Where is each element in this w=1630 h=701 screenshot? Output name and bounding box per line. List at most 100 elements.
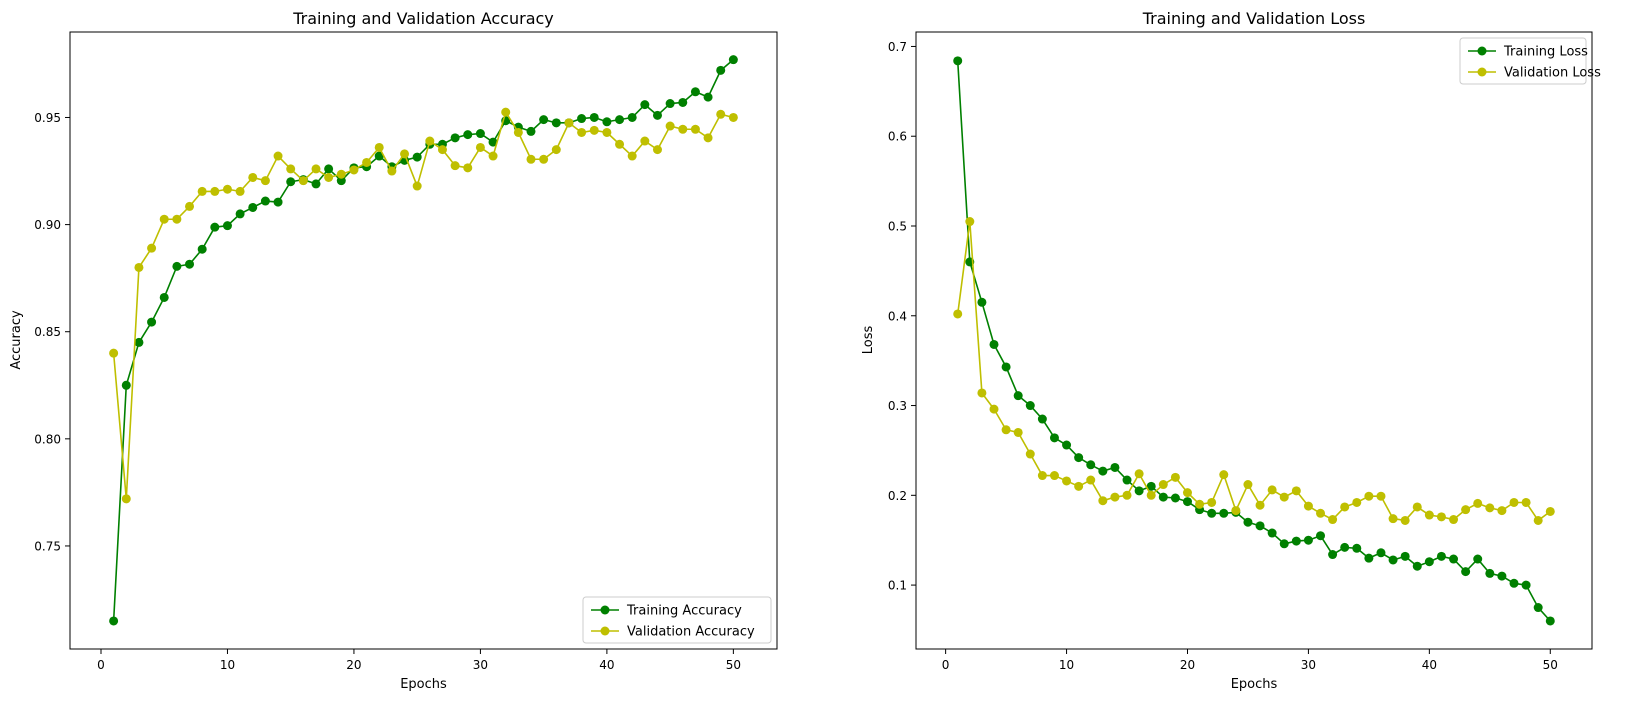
training-loss-point xyxy=(1364,553,1374,563)
validation-accuracy-point xyxy=(374,142,384,152)
training-loss-point xyxy=(1521,580,1531,590)
validation-loss-point xyxy=(1207,497,1217,507)
loss-chart-title: Training and Validation Loss xyxy=(1142,9,1366,28)
training-loss-point xyxy=(1279,539,1289,549)
validation-accuracy-point xyxy=(564,118,574,128)
training-accuracy-point xyxy=(311,179,321,189)
validation-accuracy-point xyxy=(387,166,397,176)
training-accuracy-point xyxy=(109,616,119,626)
validation-accuracy-point xyxy=(602,127,612,137)
training-loss-point xyxy=(989,339,999,349)
validation-accuracy-point xyxy=(437,145,447,155)
training-loss-point xyxy=(1509,578,1519,588)
validation-accuracy-point xyxy=(526,154,536,164)
validation-accuracy-point xyxy=(716,109,726,119)
loss-y-axis-label: Loss xyxy=(861,326,876,355)
legend-label-training-accuracy: Training Accuracy xyxy=(626,604,742,619)
legend-marker-training-loss xyxy=(1477,46,1487,56)
validation-accuracy-point xyxy=(362,157,372,167)
validation-loss-point xyxy=(1424,510,1434,520)
validation-accuracy-point xyxy=(627,151,637,161)
training-loss-point xyxy=(1207,508,1217,518)
validation-loss-point xyxy=(1255,500,1265,510)
training-accuracy-point xyxy=(526,126,536,136)
training-loss-point xyxy=(1424,557,1434,567)
training-accuracy-point xyxy=(488,137,498,147)
training-accuracy-point xyxy=(652,110,662,120)
validation-loss-point xyxy=(977,388,987,398)
validation-loss-point xyxy=(1110,492,1120,502)
validation-accuracy-point xyxy=(513,127,523,137)
training-accuracy-point xyxy=(374,151,384,161)
accuracy-plot-area xyxy=(70,32,777,649)
loss-y-ticks: 0.1 0.2 0.3 0.4 0.5 0.6 0.7 xyxy=(888,40,916,593)
loss-x-tick-label: 10 xyxy=(1059,658,1074,672)
training-accuracy-point xyxy=(412,152,422,162)
accuracy-legend-box xyxy=(582,596,772,644)
accuracy-x-tick-label: 50 xyxy=(726,658,741,672)
validation-accuracy-point xyxy=(298,176,308,186)
training-loss-point xyxy=(1001,362,1011,372)
training-accuracy-point xyxy=(260,196,270,206)
accuracy-x-tick-label: 20 xyxy=(346,658,361,672)
training-accuracy-point xyxy=(640,100,650,110)
validation-accuracy-point xyxy=(463,163,473,173)
validation-accuracy-point xyxy=(577,127,587,137)
validation-accuracy-point xyxy=(134,262,144,272)
validation-loss-point xyxy=(1473,498,1483,508)
loss-plot-frame xyxy=(915,31,1593,650)
training-loss-point xyxy=(1376,548,1386,558)
training-accuracy-point xyxy=(703,92,713,102)
training-loss-point xyxy=(1062,440,1072,450)
validation-loss-point xyxy=(1509,497,1519,507)
training-loss-point xyxy=(1388,555,1398,565)
legend-marker-training-accuracy xyxy=(600,605,610,615)
training-accuracy-point xyxy=(728,55,738,65)
validation-loss-point xyxy=(1001,425,1011,435)
training-loss-point xyxy=(977,297,987,307)
validation-loss-point xyxy=(1049,471,1059,481)
validation-accuracy-point xyxy=(336,169,346,179)
validation-loss-point xyxy=(1195,499,1205,509)
loss-panel: 0 10 20 30 40 50 0.1 0.2 0.3 0.4 0.5 0.6 0.7 Traini… xyxy=(861,9,1601,692)
training-loss-point xyxy=(1219,508,1229,518)
training-accuracy-point xyxy=(197,244,207,254)
validation-loss-point xyxy=(1521,497,1531,507)
loss-y-tick-label: 0.2 xyxy=(888,489,907,503)
validation-loss-point xyxy=(1025,449,1035,459)
validation-loss-point xyxy=(1267,485,1277,495)
validation-accuracy-point xyxy=(412,181,422,191)
accuracy-x-axis-label: Epochs xyxy=(400,677,447,692)
training-accuracy-point xyxy=(324,164,334,174)
validation-loss-point xyxy=(1340,502,1350,512)
training-loss-point xyxy=(1134,486,1144,496)
training-loss-point xyxy=(1098,466,1108,476)
accuracy-y-ticks: 0.75 0.80 0.85 0.90 0.95 xyxy=(34,111,70,553)
training-accuracy-point xyxy=(185,259,195,269)
validation-loss-point xyxy=(965,217,975,227)
training-loss-point xyxy=(1473,554,1483,564)
validation-loss-point xyxy=(1013,427,1023,437)
validation-loss-point xyxy=(1497,506,1507,516)
validation-loss-point xyxy=(1279,492,1289,502)
validation-loss-point xyxy=(1291,486,1301,496)
legend-entry-training-loss: Training Loss xyxy=(1468,45,1588,60)
validation-loss-point xyxy=(953,309,963,319)
validation-loss-point xyxy=(1485,503,1495,513)
training-loss-point xyxy=(953,56,963,66)
accuracy-y-tick-label: 0.80 xyxy=(34,432,61,446)
validation-accuracy-point xyxy=(260,176,270,186)
accuracy-y-tick-label: 0.85 xyxy=(34,325,61,339)
training-loss-point xyxy=(1340,542,1350,552)
validation-accuracy-point xyxy=(488,151,498,161)
validation-loss-point xyxy=(1449,515,1459,525)
validation-loss-point xyxy=(1170,472,1180,482)
training-accuracy-point xyxy=(475,129,485,139)
legend-label-validation-accuracy: Validation Accuracy xyxy=(627,625,755,640)
legend-entry-training-accuracy: Training Accuracy xyxy=(591,604,742,619)
training-loss-point xyxy=(1110,462,1120,472)
loss-x-tick-label: 30 xyxy=(1301,658,1316,672)
validation-loss-point xyxy=(1062,476,1072,486)
validation-accuracy-point xyxy=(159,214,169,224)
validation-accuracy-point xyxy=(286,164,296,174)
